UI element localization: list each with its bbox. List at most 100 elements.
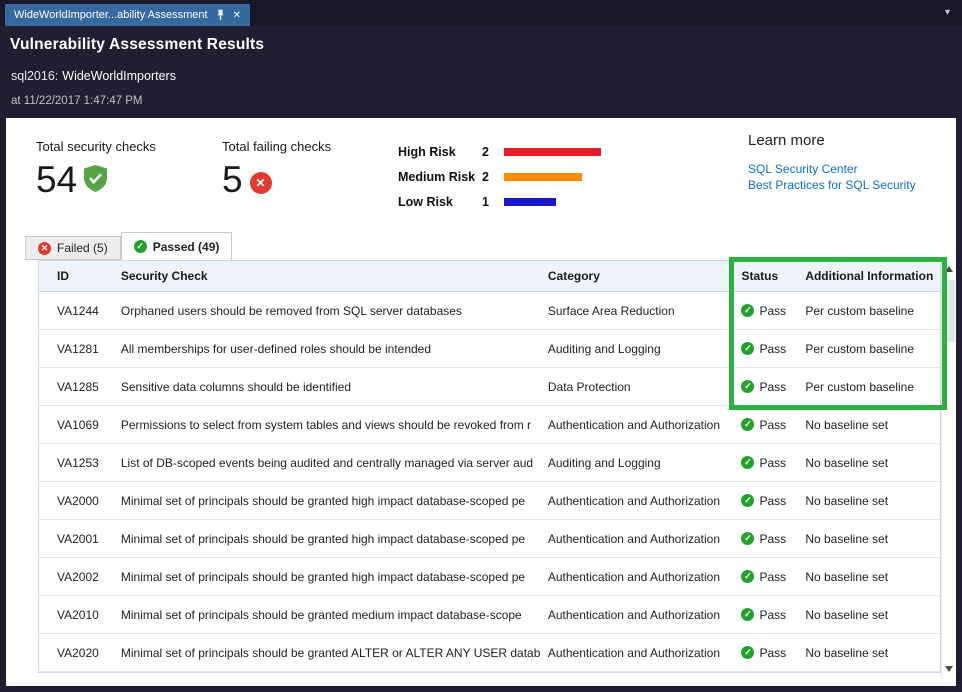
table-row[interactable]: VA1281 All memberships for user-defined … <box>39 330 940 368</box>
cell-id: VA1253 <box>57 455 99 470</box>
risk-bar <box>504 172 582 181</box>
learn-more-link[interactable]: SQL Security Center <box>748 162 858 176</box>
cell-status: ✓ Pass <box>735 304 797 318</box>
cell-security-check: Permissions to select from system tables… <box>120 417 532 432</box>
cell-category: Auditing and Logging <box>547 341 661 356</box>
risk-count: 2 <box>482 169 489 184</box>
cell-additional-information: No baseline set <box>805 493 889 508</box>
header-status: Status <box>741 269 779 283</box>
tab-failed-label: Failed (5) <box>57 241 108 255</box>
risk-bar <box>504 147 601 156</box>
cell-security-check: Minimal set of principals should be gran… <box>120 645 540 660</box>
pass-icon: ✓ <box>741 418 755 431</box>
table-row[interactable]: VA1253 List of DB-scoped events being au… <box>39 444 940 482</box>
status-text: Pass <box>759 531 787 546</box>
header-id: ID <box>57 269 69 283</box>
cell-category: Authentication and Authorization <box>547 417 720 432</box>
pass-icon: ✓ <box>741 608 755 621</box>
table-row[interactable]: VA2000 Minimal set of principals should … <box>39 482 940 520</box>
pass-icon: ✓ <box>741 532 755 545</box>
cell-status: ✓ Pass <box>735 570 797 584</box>
pass-icon: ✓ <box>741 570 755 583</box>
risk-count: 1 <box>482 194 489 209</box>
risk-row: Medium Risk 2 <box>398 164 601 189</box>
cell-additional-information: No baseline set <box>805 607 889 622</box>
total-checks-metric: Total security checks 54 <box>36 139 156 200</box>
status-text: Pass <box>759 303 787 318</box>
pin-icon[interactable] <box>216 9 225 21</box>
cell-status: ✓ Pass <box>735 532 797 546</box>
database-name: WideWorldImporters <box>62 69 176 83</box>
vertical-scrollbar[interactable] <box>941 261 956 677</box>
cell-category: Authentication and Authorization <box>547 493 720 508</box>
pass-icon: ✓ <box>741 304 755 317</box>
passed-check-icon: ✓ <box>133 240 147 253</box>
cell-additional-information: No baseline set <box>805 569 889 584</box>
tab-passed[interactable]: ✓ Passed (49) <box>120 232 233 260</box>
scroll-down-arrow-icon[interactable] <box>945 666 953 672</box>
tab-failed[interactable]: ✕ Failed (5) <box>25 236 121 260</box>
status-text: Pass <box>759 455 787 470</box>
cell-security-check: Minimal set of principals should be gran… <box>120 569 526 584</box>
cell-id: VA1069 <box>57 417 99 432</box>
table-row[interactable]: VA2010 Minimal set of principals should … <box>39 596 940 634</box>
status-text: Pass <box>759 607 787 622</box>
chevron-down-icon[interactable]: ▾ <box>944 7 950 18</box>
cell-additional-information: Per custom baseline <box>805 379 915 394</box>
cell-category: Authentication and Authorization <box>547 645 720 660</box>
scan-timestamp: at 11/22/2017 1:47:47 PM <box>11 95 143 107</box>
table-row[interactable]: VA1285 Sensitive data columns should be … <box>39 368 940 406</box>
cell-id: VA2010 <box>57 607 99 622</box>
risk-legend: High Risk 2 Medium Risk 2 Low Risk 1 <box>398 139 601 214</box>
risk-bar <box>504 197 556 206</box>
risk-count: 2 <box>482 144 489 159</box>
cell-security-check: Minimal set of principals should be gran… <box>120 493 526 508</box>
table-row[interactable]: VA2002 Minimal set of principals should … <box>39 558 940 596</box>
risk-label: High Risk <box>398 144 456 159</box>
cell-status: ✓ Pass <box>735 608 797 622</box>
table-row[interactable]: VA1069 Permissions to select from system… <box>39 406 940 444</box>
pass-icon: ✓ <box>741 380 755 393</box>
cell-additional-information: No baseline set <box>805 417 889 432</box>
cell-status: ✓ Pass <box>735 380 797 394</box>
cell-id: VA2001 <box>57 531 99 546</box>
cell-id: VA1281 <box>57 341 99 356</box>
document-tab[interactable]: WideWorldImporter...ability Assessment ✕ <box>5 4 250 26</box>
server-line: sql2016: WideWorldImporters <box>11 69 176 83</box>
close-icon[interactable]: ✕ <box>232 9 241 21</box>
cell-security-check: Minimal set of principals should be gran… <box>120 607 522 622</box>
cell-additional-information: No baseline set <box>805 645 889 660</box>
table-row[interactable]: VA2001 Minimal set of principals should … <box>39 520 940 558</box>
tab-passed-label: Passed (49) <box>152 239 220 254</box>
failing-checks-value: 5 <box>222 159 243 200</box>
pass-icon: ✓ <box>741 342 755 355</box>
scroll-up-arrow-icon[interactable] <box>945 266 953 272</box>
results-panel: Total security checks 54 Total failing c… <box>6 118 956 686</box>
risk-label: Medium Risk <box>398 169 476 184</box>
cell-additional-information: Per custom baseline <box>805 341 915 356</box>
pass-icon: ✓ <box>741 646 755 659</box>
document-tab-bar: WideWorldImporter...ability Assessment ✕… <box>0 0 962 26</box>
table-row[interactable]: VA1244 Orphaned users should be removed … <box>39 292 940 330</box>
cell-id: VA2020 <box>57 645 99 660</box>
table-row[interactable]: VA2020 Minimal set of principals should … <box>39 634 940 672</box>
scrollbar-thumb[interactable] <box>944 280 955 342</box>
cell-security-check: Sensitive data columns should be identif… <box>120 379 352 394</box>
cell-category: Authentication and Authorization <box>547 607 720 622</box>
pass-icon: ✓ <box>741 456 755 469</box>
results-table-body: VA1244 Orphaned users should be removed … <box>39 292 940 672</box>
pass-icon: ✓ <box>741 494 755 507</box>
status-text: Pass <box>759 569 787 584</box>
header-security-check: Security Check <box>120 269 208 283</box>
cell-category: Authentication and Authorization <box>547 569 720 584</box>
cell-additional-information: No baseline set <box>805 455 889 470</box>
cell-status: ✓ Pass <box>735 418 797 432</box>
results-table: ID Security Check Category Status Additi… <box>38 260 941 673</box>
total-checks-label: Total security checks <box>36 139 156 154</box>
cell-security-check: Orphaned users should be removed from SQ… <box>120 303 462 318</box>
header-additional-information: Additional Information <box>805 269 934 283</box>
learn-more-section: Learn more SQL Security Center Best Pract… <box>748 132 916 193</box>
learn-more-link[interactable]: Best Practices for SQL Security <box>748 178 916 192</box>
risk-label: Low Risk <box>398 194 453 209</box>
